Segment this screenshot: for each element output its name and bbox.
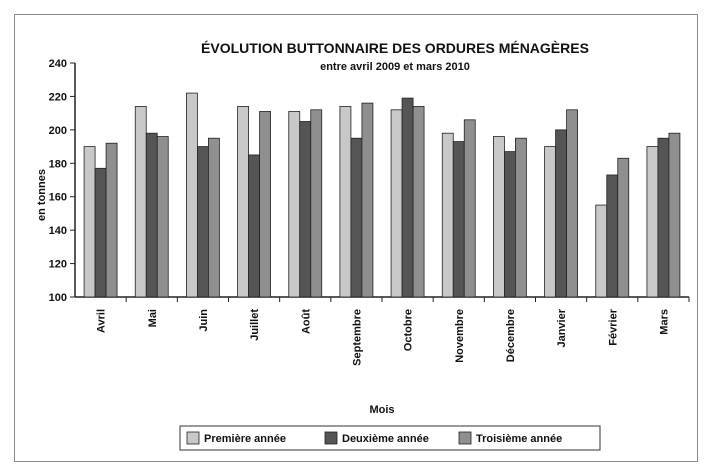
bar bbox=[145, 132, 158, 298]
x-axis-label: Mois bbox=[369, 404, 394, 416]
chart-title: ÉVOLUTION BUTTONNAIRE DES ORDURES MÉNAGÈ… bbox=[201, 40, 589, 56]
bar bbox=[412, 106, 425, 298]
x-tick-label: Juin bbox=[198, 309, 210, 332]
bar bbox=[361, 102, 374, 298]
bar bbox=[390, 109, 403, 298]
bar bbox=[617, 157, 630, 298]
chart-subtitle: entre avril 2009 et mars 2010 bbox=[320, 61, 470, 73]
bar bbox=[94, 167, 107, 298]
bar bbox=[134, 106, 147, 298]
y-tick-label: 100 bbox=[49, 292, 67, 304]
legend-swatch bbox=[324, 431, 338, 445]
bar bbox=[208, 137, 220, 298]
legend-label: Deuxième année bbox=[342, 433, 429, 445]
bar bbox=[452, 141, 465, 298]
x-tick-label: Mars bbox=[658, 309, 670, 335]
bar bbox=[105, 142, 118, 298]
bar bbox=[186, 92, 198, 298]
y-tick-labels: 100 120 140 160 180 200 220 240 bbox=[49, 58, 67, 304]
legend-box bbox=[179, 425, 601, 451]
bar-series bbox=[83, 92, 681, 298]
x-tick-label: Avril bbox=[96, 309, 108, 333]
bar bbox=[646, 146, 659, 298]
bar bbox=[259, 111, 271, 298]
legend: Première année Deuxième année Troisième an… bbox=[186, 431, 562, 445]
legend-swatch bbox=[458, 431, 472, 445]
x-tick-label: Janvier bbox=[556, 308, 568, 347]
bar bbox=[197, 146, 209, 298]
bar bbox=[668, 132, 681, 298]
x-tick-labels: Avril Mai Juin Juillet Août Septembre Octobre N… bbox=[96, 308, 671, 366]
bar bbox=[515, 137, 527, 298]
bar-chart: ÉVOLUTION BUTTONNAIRE DES ORDURES MÉNAGÈ… bbox=[36, 40, 690, 451]
x-tick-label: Septembre bbox=[351, 309, 363, 366]
y-tick-label: 140 bbox=[49, 225, 67, 237]
x-tick-label: Décembre bbox=[505, 309, 517, 362]
legend-label: Première année bbox=[204, 433, 286, 445]
x-tick-label: Février bbox=[607, 308, 619, 345]
bar bbox=[350, 137, 363, 298]
bar bbox=[310, 109, 323, 298]
x-tick-label: Août bbox=[300, 309, 312, 334]
y-tick-label: 160 bbox=[49, 192, 67, 204]
bar bbox=[606, 174, 619, 298]
bar bbox=[555, 129, 567, 298]
bar bbox=[288, 111, 301, 298]
bar bbox=[237, 106, 249, 298]
x-tick-label: Octobre bbox=[403, 309, 415, 351]
legend-label: Troisième année bbox=[476, 433, 562, 445]
bar bbox=[83, 146, 96, 298]
chart-frame: ÉVOLUTION BUTTONNAIRE DES ORDURES MÉNAGÈ… bbox=[14, 14, 698, 462]
y-tick-label: 180 bbox=[49, 158, 67, 170]
y-tick-label: 120 bbox=[49, 259, 67, 271]
legend-swatch bbox=[186, 431, 200, 445]
bar bbox=[544, 146, 556, 298]
x-tick-label: Juillet bbox=[249, 309, 261, 341]
bar bbox=[248, 154, 260, 298]
bar bbox=[493, 136, 505, 298]
bar bbox=[339, 106, 352, 298]
bar bbox=[566, 109, 578, 298]
x-tick-label: Novembre bbox=[454, 309, 466, 363]
y-tick-label: 200 bbox=[49, 125, 67, 137]
bar bbox=[299, 121, 312, 298]
y-tick-label: 240 bbox=[49, 58, 67, 70]
bar bbox=[463, 119, 476, 298]
x-tick-label: Mai bbox=[147, 309, 159, 327]
y-tick-label: 220 bbox=[49, 91, 67, 103]
bar bbox=[595, 204, 608, 298]
bar bbox=[441, 132, 454, 298]
bar bbox=[657, 137, 670, 298]
bar bbox=[156, 136, 169, 298]
bar bbox=[401, 97, 414, 298]
bar bbox=[504, 151, 516, 298]
chart-axes bbox=[70, 62, 690, 302]
y-axis-label: en tonnes bbox=[36, 169, 48, 221]
